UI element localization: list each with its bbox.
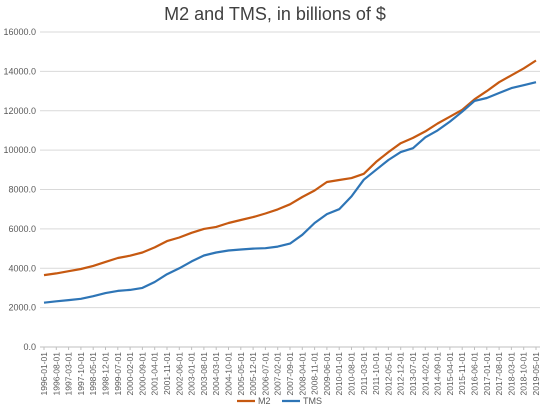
x-tick-label: 1997-10-01 xyxy=(76,352,86,396)
series-line-tms xyxy=(43,81,537,304)
x-tick-label: 2011-03-01 xyxy=(359,352,369,395)
x-tick-label: 2001-04-01 xyxy=(150,352,160,396)
x-tick-label: 2000-02-01 xyxy=(125,352,135,396)
y-tick-label: 16000.0 xyxy=(3,27,36,37)
series-line-m2 xyxy=(43,59,537,277)
x-tick-label: 1998-12-01 xyxy=(101,352,111,396)
x-tick-label: 2006-07-01 xyxy=(260,352,270,396)
x-tick-label: 2004-03-01 xyxy=(211,352,221,396)
x-tick-label: 2014-09-01 xyxy=(433,352,443,396)
x-axis-ticks: 1996-01-01 1996-08-01 1997-03-01 1997-10-01… xyxy=(39,347,541,395)
y-tick-label: 10000.0 xyxy=(3,145,36,155)
x-tick-label: 2012-05-01 xyxy=(383,352,393,396)
x-tick-label: 2015-04-01 xyxy=(445,352,455,396)
y-tick-label: 14000.0 xyxy=(3,66,36,76)
x-tick-label: 2019-05-01 xyxy=(531,352,541,396)
x-tick-label: 2017-08-01 xyxy=(494,352,504,396)
y-tick-label: 12000.0 xyxy=(3,106,36,116)
x-tick-label: 1997-03-01 xyxy=(64,352,74,396)
x-tick-label: 1999-07-01 xyxy=(113,352,123,396)
x-tick-label: 2010-08-01 xyxy=(347,352,357,396)
legend-label-tms: TMS xyxy=(303,396,322,406)
x-tick-label: 2012-12-01 xyxy=(396,352,406,396)
x-tick-label: 2000-09-01 xyxy=(137,352,147,396)
x-tick-label: 2017-01-01 xyxy=(482,352,492,396)
x-tick-label: 2013-07-01 xyxy=(408,352,418,396)
x-tick-label: 2016-06-01 xyxy=(470,352,480,396)
x-tick-label: 2015-11-01 xyxy=(457,352,467,395)
y-tick-label: 0.0 xyxy=(23,342,36,352)
y-tick-label: 6000.0 xyxy=(8,224,36,234)
x-tick-label: 2011-10-01 xyxy=(371,352,381,395)
legend-label-m2: M2 xyxy=(258,396,271,406)
x-tick-label: 1996-01-01 xyxy=(39,352,49,396)
x-tick-label: 2007-02-01 xyxy=(273,352,283,396)
x-tick-label: 2008-04-01 xyxy=(297,352,307,396)
x-tick-label: 2014-02-01 xyxy=(420,352,430,396)
gridlines xyxy=(40,31,540,309)
x-tick-label: 1998-05-01 xyxy=(88,352,98,396)
y-tick-label: 2000.0 xyxy=(8,303,36,313)
x-tick-label: 2005-12-01 xyxy=(248,352,258,396)
x-tick-label: 2018-10-01 xyxy=(519,352,529,396)
x-tick-label: 2005-05-01 xyxy=(236,352,246,396)
chart-title: M2 and TMS, in billions of $ xyxy=(164,4,386,24)
legend: M2 TMS xyxy=(237,396,322,406)
x-tick-label: 2002-06-01 xyxy=(174,352,184,396)
x-tick-label: 2009-06-01 xyxy=(322,352,332,396)
x-tick-label: 2010-01-01 xyxy=(334,352,344,396)
x-tick-label: 2001-11-01 xyxy=(162,352,172,395)
x-tick-label: 2003-01-01 xyxy=(187,352,197,396)
x-tick-label: 1996-08-01 xyxy=(51,352,61,396)
x-tick-label: 2018-03-01 xyxy=(506,352,516,396)
x-tick-label: 2003-08-01 xyxy=(199,352,209,396)
y-tick-label: 8000.0 xyxy=(8,185,36,195)
y-axis-ticks: 0.0 2000.0 4000.0 6000.0 8000.0 10000.0 12000.… xyxy=(3,27,36,352)
x-tick-label: 2007-09-01 xyxy=(285,352,295,396)
series-lines xyxy=(43,59,537,304)
y-tick-label: 4000.0 xyxy=(8,263,36,273)
x-tick-label: 2008-11-01 xyxy=(310,352,320,395)
x-tick-label: 2004-10-01 xyxy=(224,352,234,396)
